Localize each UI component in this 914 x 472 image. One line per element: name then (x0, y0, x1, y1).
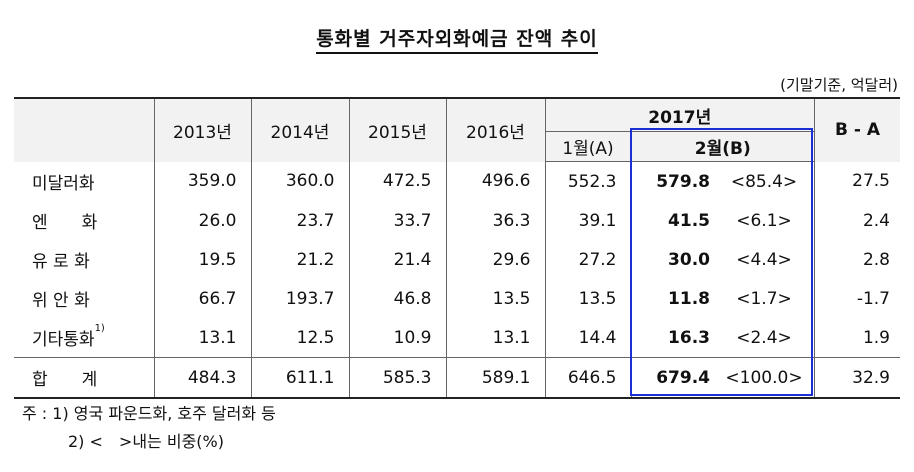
cell-diff: 2.4 (862, 210, 890, 231)
total-diff: 32.9 (814, 357, 900, 399)
footnote-marker: 1) (94, 323, 105, 334)
header-year: 2015년 (349, 97, 447, 162)
cell-feb: 41.5 (668, 210, 710, 231)
cell-2014: 21.2 (251, 240, 350, 279)
header-year: 2013년 (154, 97, 252, 162)
cell-feb: 16.3 (668, 327, 710, 348)
cell-share: <6.1> (714, 201, 815, 240)
footnote-1: 주 : 1) 영국 파운드화, 호주 달러화 등 (22, 404, 276, 423)
cell-share: <2.4> (714, 318, 815, 358)
total-share: <100.0> (714, 357, 815, 399)
cell-2014: 193.7 (251, 279, 350, 318)
total-2014: 611.1 (251, 357, 350, 399)
header-month-b: 2월(B) (631, 131, 815, 162)
header-blank (14, 97, 155, 162)
cell-2016: 496.6 (446, 161, 546, 201)
unit-note: (기말기준, 억달러) (780, 76, 898, 94)
cell-2014: 360.0 (251, 161, 350, 201)
document-title: 통화별 거주자외화예금 잔액 추이 (0, 24, 914, 54)
total-row: 합 계 484.3 611.1 585.3 589.1 646.5 679.4 … (14, 357, 900, 399)
cell-2013: 26.0 (154, 201, 252, 240)
total-jan: 646.5 (545, 357, 632, 399)
table-row: 위 안 화 66.7 193.7 46.8 13.5 13.5 11.8 <1.… (14, 279, 900, 318)
header-diff: B - A (814, 97, 900, 162)
total-feb: 679.4 (631, 357, 714, 399)
cell-2015: 472.5 (349, 161, 447, 201)
cell-2013: 19.5 (154, 240, 252, 279)
row-label: 유 로 화 (14, 240, 155, 279)
cell-jan: 552.3 (545, 161, 632, 201)
cell-2013: 13.1 (154, 318, 252, 358)
cell-2013: 359.0 (154, 161, 252, 201)
cell-jan: 39.1 (545, 201, 632, 240)
cell-feb: 30.0 (668, 249, 710, 270)
cell-jan: 14.4 (545, 318, 632, 358)
row-label: 미달러화 (14, 161, 155, 201)
total-2013: 484.3 (154, 357, 252, 399)
cell-feb: 579.8 (656, 171, 710, 192)
table-row: 기타통화1) 13.1 12.5 10.9 13.1 14.4 16.3 <2.… (14, 318, 900, 358)
cell-jan: 13.5 (545, 279, 632, 318)
cell-share: <4.4> (714, 240, 815, 279)
header-year: 2016년 (446, 97, 546, 162)
row-label: 기타통화1) (14, 318, 155, 358)
cell-2015: 33.7 (349, 201, 447, 240)
table-row: 엔 화 26.0 23.7 33.7 36.3 39.1 41.5 <6.1> … (14, 201, 900, 240)
cell-2014: 23.7 (251, 201, 350, 240)
table-row: 미달러화 359.0 360.0 472.5 496.6 552.3 579.8… (14, 161, 900, 201)
cell-feb: 11.8 (668, 288, 710, 309)
cell-2015: 46.8 (349, 279, 447, 318)
cell-diff: 2.8 (862, 249, 890, 270)
cell-2016: 36.3 (446, 201, 546, 240)
cell-2016: 29.6 (446, 240, 546, 279)
header-year: 2014년 (251, 97, 350, 162)
cell-jan: 27.2 (545, 240, 632, 279)
row-label: 위 안 화 (14, 279, 155, 318)
cell-2013: 66.7 (154, 279, 252, 318)
cell-2015: 21.4 (349, 240, 447, 279)
cell-diff: 1.9 (862, 327, 890, 348)
cell-2014: 12.5 (251, 318, 350, 358)
header-year-2017: 2017년 (545, 97, 815, 132)
header-month-a: 1월(A) (545, 131, 632, 162)
table-row: 유 로 화 19.5 21.2 21.4 29.6 27.2 30.0 <4.4… (14, 240, 900, 279)
row-label: 엔 화 (14, 201, 155, 240)
cell-diff: -1.7 (856, 288, 890, 309)
cell-diff: 27.5 (852, 171, 890, 192)
cell-2015: 10.9 (349, 318, 447, 358)
total-2015: 585.3 (349, 357, 447, 399)
total-label: 합 계 (14, 357, 155, 399)
cell-2016: 13.5 (446, 279, 546, 318)
cell-share: <1.7> (714, 279, 815, 318)
document-title-text: 통화별 거주자외화예금 잔액 추이 (316, 28, 598, 54)
cell-2016: 13.1 (446, 318, 546, 358)
deposit-table: 2013년 2014년 2015년 2016년 2017년 B - A 1월(A… (14, 97, 900, 399)
total-2016: 589.1 (446, 357, 546, 399)
footnote-2: 2) < >내는 비중(%) (68, 432, 224, 451)
cell-share: <85.4> (714, 161, 815, 201)
